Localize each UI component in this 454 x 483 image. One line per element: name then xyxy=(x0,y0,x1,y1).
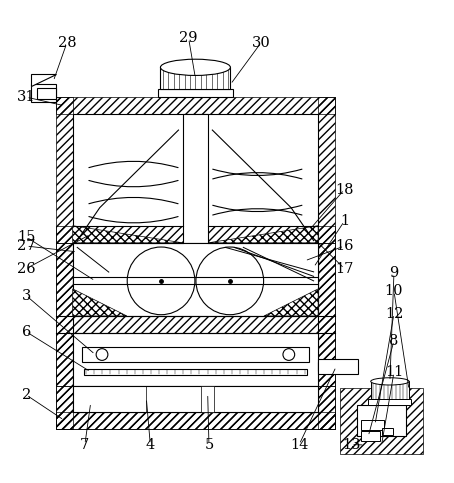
Text: 14: 14 xyxy=(290,438,308,452)
Bar xyxy=(318,243,336,316)
Bar xyxy=(38,88,55,99)
Polygon shape xyxy=(73,289,127,316)
Polygon shape xyxy=(73,226,183,243)
Text: 3: 3 xyxy=(21,289,31,303)
Text: 15: 15 xyxy=(17,230,35,244)
Bar xyxy=(183,225,208,243)
Text: 17: 17 xyxy=(335,262,354,276)
Bar xyxy=(158,89,232,97)
Text: 10: 10 xyxy=(385,284,403,298)
Bar xyxy=(369,398,411,405)
Bar xyxy=(73,386,318,412)
Bar xyxy=(201,386,214,412)
Text: 9: 9 xyxy=(390,266,399,280)
Bar xyxy=(55,97,336,114)
Bar xyxy=(73,277,318,284)
Text: 8: 8 xyxy=(389,334,399,348)
Text: 13: 13 xyxy=(342,438,360,452)
Bar xyxy=(318,333,336,386)
Text: 11: 11 xyxy=(385,365,403,379)
Bar xyxy=(55,333,73,386)
Polygon shape xyxy=(31,73,55,86)
Bar xyxy=(318,97,336,429)
Bar xyxy=(382,428,393,435)
Bar xyxy=(55,243,73,316)
Bar xyxy=(55,226,336,243)
Bar xyxy=(82,347,309,362)
Ellipse shape xyxy=(160,59,230,75)
Bar xyxy=(55,316,336,333)
Text: 28: 28 xyxy=(58,36,76,50)
Text: 6: 6 xyxy=(21,325,31,339)
Polygon shape xyxy=(264,289,318,316)
Bar xyxy=(371,382,409,398)
Bar xyxy=(361,431,380,441)
Bar xyxy=(361,420,384,430)
Bar xyxy=(73,333,318,386)
Text: 31: 31 xyxy=(17,90,35,104)
Text: 26: 26 xyxy=(17,262,35,276)
Bar xyxy=(183,114,208,243)
Text: 1: 1 xyxy=(340,214,349,228)
Bar xyxy=(318,359,358,374)
Text: 29: 29 xyxy=(179,31,198,45)
Text: 7: 7 xyxy=(80,438,89,452)
Text: 12: 12 xyxy=(385,307,403,321)
Text: 2: 2 xyxy=(22,388,31,402)
Bar xyxy=(357,405,406,437)
Text: 5: 5 xyxy=(204,438,213,452)
Bar xyxy=(340,388,423,454)
Bar xyxy=(55,97,73,429)
Polygon shape xyxy=(208,226,318,243)
Text: 27: 27 xyxy=(17,239,35,253)
Bar xyxy=(55,412,336,429)
Bar xyxy=(318,361,345,371)
Text: 18: 18 xyxy=(335,183,354,197)
Text: 16: 16 xyxy=(335,239,354,253)
Bar xyxy=(84,369,307,375)
Text: 30: 30 xyxy=(252,36,270,50)
Bar xyxy=(160,67,230,89)
Ellipse shape xyxy=(371,378,409,385)
Bar xyxy=(55,386,336,429)
Text: 4: 4 xyxy=(146,438,155,452)
Bar xyxy=(31,84,55,101)
Bar xyxy=(73,243,318,316)
Bar xyxy=(73,114,318,412)
